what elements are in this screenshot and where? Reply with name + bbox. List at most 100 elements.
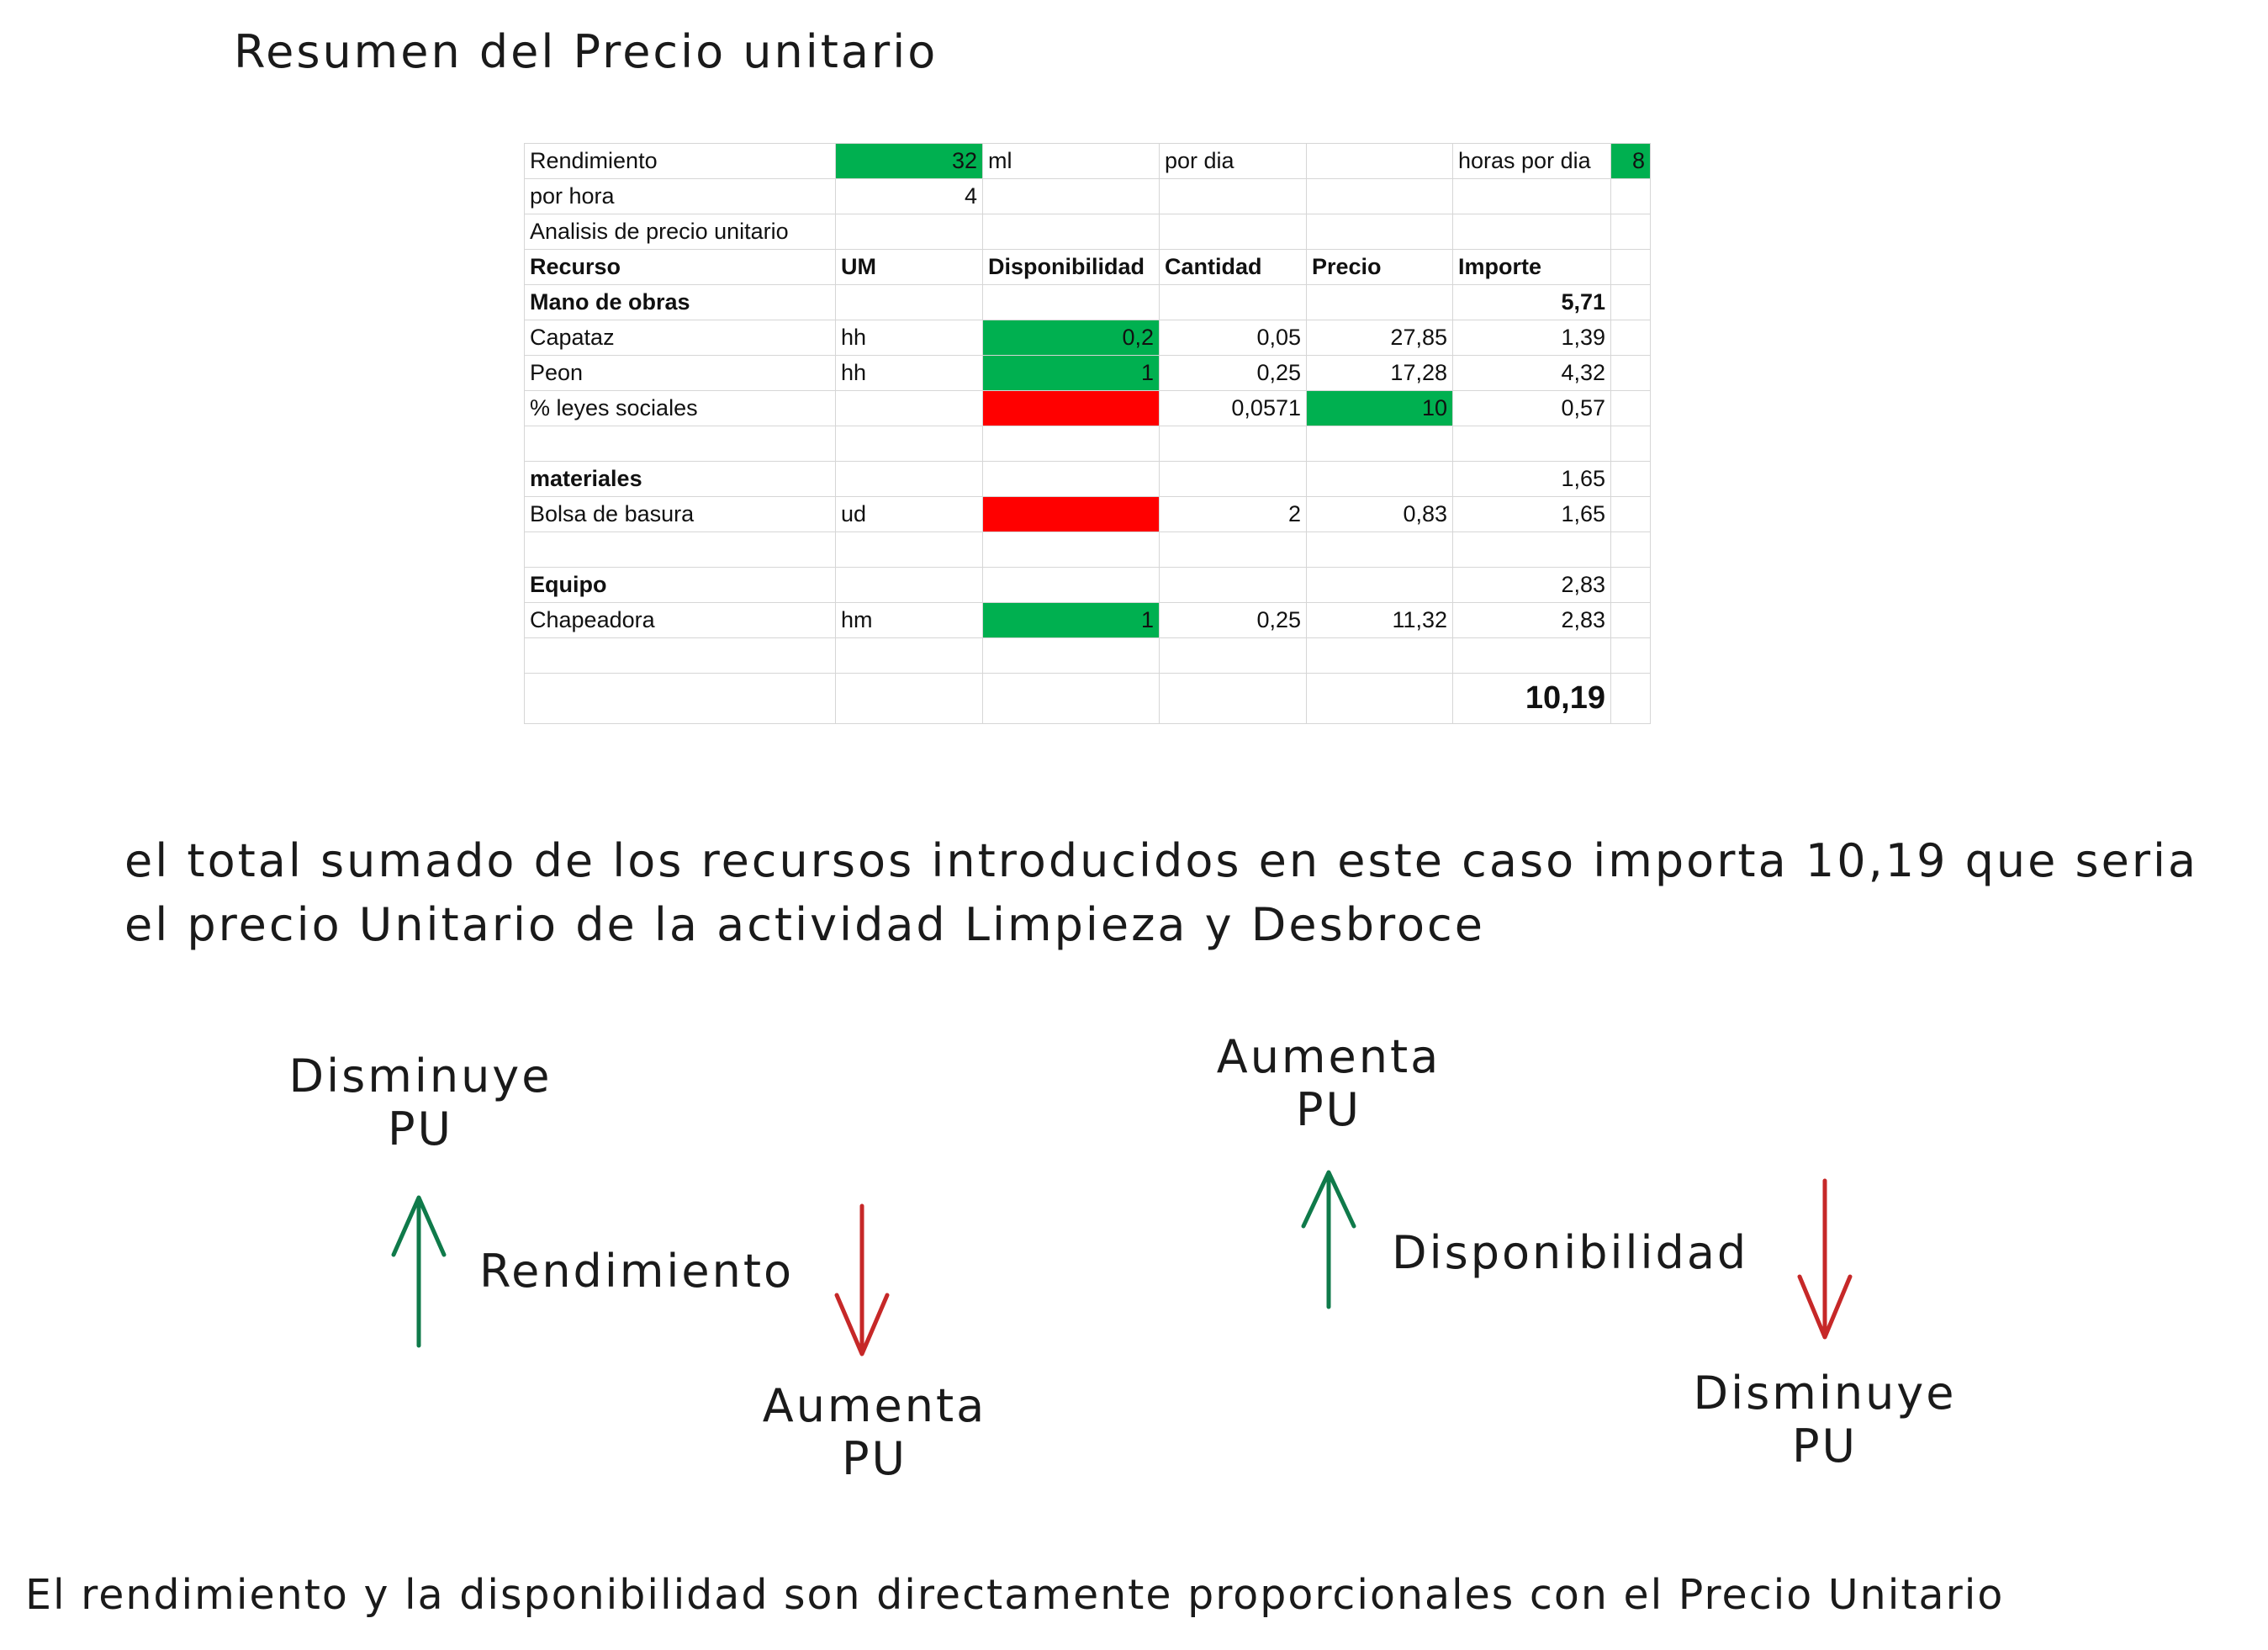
cell-empty[interactable]	[524, 531, 836, 568]
cell-empty[interactable]	[1452, 637, 1611, 674]
cell-empty[interactable]	[1159, 284, 1307, 320]
cell-subtotal-mano[interactable]: 5,71	[1452, 284, 1611, 320]
cell-empty[interactable]	[1159, 637, 1307, 674]
cell-empty[interactable]	[982, 531, 1160, 568]
cell-empty[interactable]	[1159, 214, 1307, 250]
cell-cantidad[interactable]: 0,05	[1159, 320, 1307, 356]
cell-recurso[interactable]: Capataz	[524, 320, 836, 356]
cell-empty[interactable]	[1159, 426, 1307, 462]
cell-empty[interactable]	[1452, 214, 1611, 250]
cell-empty[interactable]	[1306, 673, 1453, 724]
cell-empty[interactable]	[1452, 531, 1611, 568]
cell-disponibilidad[interactable]: 1	[982, 355, 1160, 391]
cell-um[interactable]: hh	[835, 355, 983, 391]
header-recurso[interactable]: Recurso	[524, 249, 836, 285]
cell-empty[interactable]	[1159, 673, 1307, 724]
cell-disponibilidad[interactable]: 1	[982, 602, 1160, 638]
cell-importe[interactable]: 1,65	[1452, 496, 1611, 532]
cell-empty[interactable]	[1610, 496, 1651, 532]
cell-empty[interactable]	[1306, 567, 1453, 603]
cell-empty[interactable]	[835, 284, 983, 320]
cell-empty[interactable]	[835, 567, 983, 603]
cell-empty[interactable]	[982, 567, 1160, 603]
cell-empty[interactable]	[1306, 426, 1453, 462]
cell-empty[interactable]	[1306, 143, 1453, 179]
cell-recurso[interactable]: Bolsa de basura	[524, 496, 836, 532]
cell-precio[interactable]: 0,83	[1306, 496, 1453, 532]
cell-section-equipo[interactable]: Equipo	[524, 567, 836, 603]
header-importe[interactable]: Importe	[1452, 249, 1611, 285]
cell-empty[interactable]	[1610, 320, 1651, 356]
cell-empty[interactable]	[1306, 284, 1453, 320]
cell-empty[interactable]	[1610, 178, 1651, 214]
cell-empty[interactable]	[1452, 178, 1611, 214]
cell-empty[interactable]	[1610, 355, 1651, 391]
cell-empty[interactable]	[1610, 249, 1651, 285]
cell-empty[interactable]	[1610, 461, 1651, 497]
cell-empty[interactable]	[835, 426, 983, 462]
cell-horas-label[interactable]: horas por dia	[1452, 143, 1611, 179]
cell-subtotal-materiales[interactable]: 1,65	[1452, 461, 1611, 497]
cell-um[interactable]: ud	[835, 496, 983, 532]
cell-empty[interactable]	[982, 637, 1160, 674]
cell-analisis-label[interactable]: Analisis de precio unitario	[524, 214, 836, 250]
header-um[interactable]: UM	[835, 249, 983, 285]
cell-empty[interactable]	[1610, 426, 1651, 462]
cell-cantidad[interactable]: 0,0571	[1159, 390, 1307, 426]
cell-importe[interactable]: 2,83	[1452, 602, 1611, 638]
cell-subtotal-equipo[interactable]: 2,83	[1452, 567, 1611, 603]
cell-empty[interactable]	[1306, 637, 1453, 674]
cell-recurso[interactable]: Chapeadora	[524, 602, 836, 638]
cell-por-hora-label[interactable]: por hora	[524, 178, 836, 214]
cell-empty[interactable]	[1610, 673, 1651, 724]
cell-empty[interactable]	[982, 673, 1160, 724]
header-precio[interactable]: Precio	[1306, 249, 1453, 285]
cell-um[interactable]: hh	[835, 320, 983, 356]
cell-empty[interactable]	[835, 461, 983, 497]
cell-empty[interactable]	[982, 284, 1160, 320]
cell-importe[interactable]: 0,57	[1452, 390, 1611, 426]
header-disponibilidad[interactable]: Disponibilidad	[982, 249, 1160, 285]
cell-empty[interactable]	[524, 637, 836, 674]
cell-cantidad[interactable]: 0,25	[1159, 602, 1307, 638]
cell-cantidad[interactable]: 0,25	[1159, 355, 1307, 391]
cell-importe[interactable]: 1,39	[1452, 320, 1611, 356]
cell-empty[interactable]	[982, 214, 1160, 250]
cell-section-materiales[interactable]: materiales	[524, 461, 836, 497]
cell-empty[interactable]	[1610, 637, 1651, 674]
cell-precio[interactable]: 11,32	[1306, 602, 1453, 638]
cell-empty[interactable]	[1159, 567, 1307, 603]
cell-disponibilidad[interactable]: 0,2	[982, 320, 1160, 356]
cell-unit[interactable]: ml	[982, 143, 1160, 179]
cell-empty[interactable]	[982, 461, 1160, 497]
cell-horas-value[interactable]: 8	[1610, 143, 1651, 179]
cell-empty[interactable]	[835, 531, 983, 568]
cell-precio[interactable]: 27,85	[1306, 320, 1453, 356]
cell-rendimiento-value[interactable]: 32	[835, 143, 983, 179]
cell-empty[interactable]	[1610, 284, 1651, 320]
cell-rendimiento-label[interactable]: Rendimiento	[524, 143, 836, 179]
cell-empty[interactable]	[1159, 461, 1307, 497]
cell-empty[interactable]	[1306, 461, 1453, 497]
cell-empty[interactable]	[835, 214, 983, 250]
cell-disponibilidad[interactable]	[982, 496, 1160, 532]
cell-empty[interactable]	[1610, 602, 1651, 638]
cell-precio[interactable]: 17,28	[1306, 355, 1453, 391]
cell-empty[interactable]	[1306, 531, 1453, 568]
cell-empty[interactable]	[1159, 531, 1307, 568]
cell-empty[interactable]	[982, 426, 1160, 462]
cell-disponibilidad[interactable]	[982, 390, 1160, 426]
cell-empty[interactable]	[982, 178, 1160, 214]
cell-empty[interactable]	[1610, 214, 1651, 250]
cell-empty[interactable]	[524, 673, 836, 724]
cell-empty[interactable]	[835, 637, 983, 674]
cell-empty[interactable]	[835, 390, 983, 426]
cell-empty[interactable]	[1610, 567, 1651, 603]
cell-empty[interactable]	[1610, 531, 1651, 568]
header-cantidad[interactable]: Cantidad	[1159, 249, 1307, 285]
cell-total[interactable]: 10,19	[1452, 673, 1611, 724]
cell-empty[interactable]	[1159, 178, 1307, 214]
cell-empty[interactable]	[835, 673, 983, 724]
cell-empty[interactable]	[1306, 178, 1453, 214]
cell-empty[interactable]	[1610, 390, 1651, 426]
